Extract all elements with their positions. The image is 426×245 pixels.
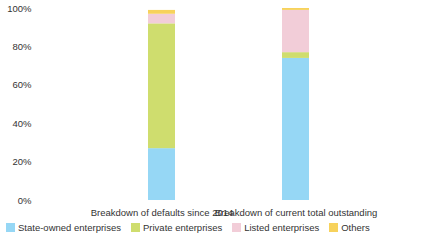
svg-text:Breakdown of current total out: Breakdown of current total outstanding	[215, 207, 378, 218]
svg-text:0%: 0%	[18, 195, 32, 206]
svg-text:60%: 60%	[12, 79, 32, 90]
html-text:Private enterprises: Private enterprises	[143, 222, 223, 233]
svg-text:100%: 100%	[7, 3, 32, 14]
svg-text:40%: 40%	[12, 118, 32, 129]
html-text:State-owned enterprises: State-owned enterprises	[18, 222, 121, 233]
html-text:Others: Others	[341, 222, 370, 233]
svg-text:Breakdown of defaults since 20: Breakdown of defaults since 2014	[91, 207, 234, 218]
svg-text:20%: 20%	[12, 156, 32, 167]
html-text:Listed enterprises: Listed enterprises	[244, 222, 320, 233]
svg-text:80%: 80%	[12, 41, 32, 52]
